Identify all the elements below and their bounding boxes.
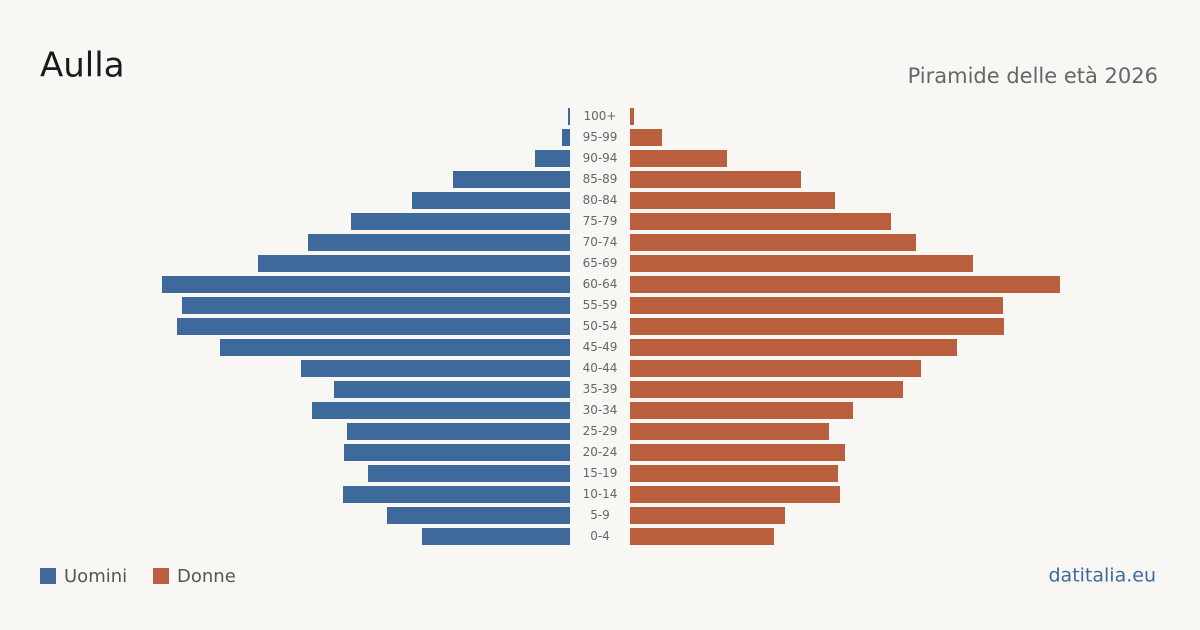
age-label: 80-84 <box>583 193 618 207</box>
age-label: 25-29 <box>583 424 618 438</box>
bar <box>412 192 570 209</box>
chart-subtitle: Piramide delle età 2026 <box>908 64 1158 88</box>
bar <box>387 507 570 524</box>
age-label: 65-69 <box>583 256 618 270</box>
legend-swatch <box>153 568 169 584</box>
bar <box>301 360 570 377</box>
bar <box>220 339 570 356</box>
bar <box>312 402 570 419</box>
bar <box>630 255 973 272</box>
age-label: 10-14 <box>583 487 618 501</box>
bar <box>630 465 838 482</box>
age-label: 0-4 <box>590 529 610 543</box>
bar <box>630 150 727 167</box>
age-label: 95-99 <box>583 130 618 144</box>
bar <box>630 129 662 146</box>
age-label: 35-39 <box>583 382 618 396</box>
age-label: 20-24 <box>583 445 618 459</box>
age-label: 30-34 <box>583 403 618 417</box>
bar <box>258 255 570 272</box>
bar <box>630 381 903 398</box>
bar <box>630 402 853 419</box>
bar <box>453 171 570 188</box>
bar <box>630 486 840 503</box>
bar <box>630 213 891 230</box>
age-label: 45-49 <box>583 340 618 354</box>
age-label: 55-59 <box>583 298 618 312</box>
age-label: 90-94 <box>583 151 618 165</box>
bar <box>630 444 845 461</box>
age-label: 5-9 <box>590 508 610 522</box>
legend-label: Donne <box>177 566 236 587</box>
bar <box>630 318 1004 335</box>
bar <box>630 108 634 125</box>
bar <box>630 339 957 356</box>
bar <box>630 507 785 524</box>
bar <box>343 486 570 503</box>
bar <box>182 297 570 314</box>
source-link[interactable]: datitalia.eu <box>1049 565 1157 587</box>
bar <box>630 276 1060 293</box>
bar <box>630 171 801 188</box>
age-label: 75-79 <box>583 214 618 228</box>
age-label: 70-74 <box>583 235 618 249</box>
bar <box>308 234 570 251</box>
age-label: 60-64 <box>583 277 618 291</box>
bar <box>562 129 570 146</box>
bar <box>630 360 921 377</box>
age-label: 40-44 <box>583 361 618 375</box>
age-label: 100+ <box>584 109 617 123</box>
bar <box>630 234 916 251</box>
bar <box>630 423 829 440</box>
legend-label: Uomini <box>64 566 127 587</box>
age-label: 85-89 <box>583 172 618 186</box>
bar <box>334 381 570 398</box>
bar <box>347 423 570 440</box>
bar <box>368 465 570 482</box>
bar <box>351 213 570 230</box>
bar <box>177 318 570 335</box>
bar <box>535 150 570 167</box>
legend-swatch <box>40 568 56 584</box>
bar <box>630 192 835 209</box>
bar <box>422 528 570 545</box>
age-label: 15-19 <box>583 466 618 480</box>
bar <box>162 276 570 293</box>
bar <box>630 297 1003 314</box>
bar <box>344 444 570 461</box>
bar <box>568 108 570 125</box>
age-label: 50-54 <box>583 319 618 333</box>
bar <box>630 528 774 545</box>
chart-title: Aulla <box>40 46 125 86</box>
